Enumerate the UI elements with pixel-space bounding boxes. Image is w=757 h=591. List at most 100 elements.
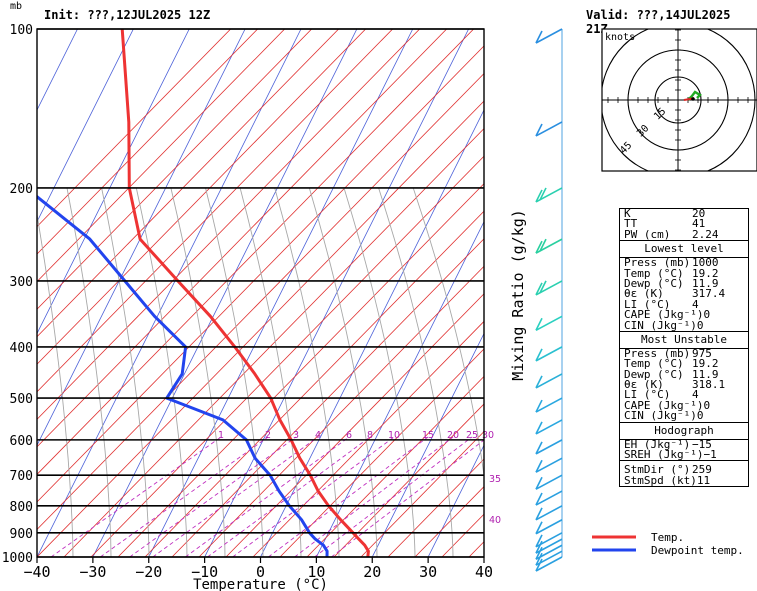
lowest-level-row-value: 11.9 [692, 276, 719, 290]
dry-adiabat-line [37, 29, 475, 475]
mixing-ratio-line [232, 436, 395, 557]
dry-adiabat-line [37, 29, 448, 448]
pressure-tick-label: 1000 [2, 551, 33, 566]
mixing-ratio-line [100, 436, 269, 557]
most-unstable-row: CAPE (Jkg⁻¹) 0 [620, 398, 748, 412]
lowest-level-row-key: Press (mb) [624, 256, 691, 270]
wind-barb [535, 419, 563, 435]
index-row-key: K [624, 207, 631, 220]
dry-adiabat-line [279, 348, 484, 557]
dry-adiabat-line [360, 430, 484, 557]
mixing-ratio-line [207, 436, 371, 557]
most-unstable-row-value: 4 [692, 388, 699, 402]
hodograph-row: SREH (Jkg⁻¹) −1 [620, 449, 748, 460]
indices-panel: K 20 TT 41 PW (cm) 2.24 Lowest level Press (mb)… [619, 207, 749, 488]
storm-motion-row-value: 11 [696, 473, 711, 487]
wind-barb [535, 474, 563, 490]
indices-section-title: Most Unstable [620, 330, 748, 349]
isotherm-line [427, 444, 484, 557]
hodograph-row: EH (Jkg⁻¹) −15 [620, 438, 748, 450]
mixing-ratio-line [314, 436, 473, 557]
moist-adiabat-line [37, 211, 74, 557]
isotherm-line [204, 29, 469, 557]
dry-adiabat-line [198, 265, 484, 557]
storm-motion-row-value: 259 [692, 463, 712, 477]
mixing-ratio-label: 6 [346, 430, 352, 441]
init-time-label: Init: ???,12JUL2025 12Z [44, 8, 211, 22]
x-tick-label: 0 [256, 563, 265, 581]
mixing-ratio-label: 4 [315, 430, 321, 441]
x-tick-label: −30 [79, 563, 106, 581]
lowest-level-row: LI (°C) 4 [620, 297, 748, 311]
dry-adiabat-line [306, 375, 484, 557]
dry-adiabat-line [252, 320, 484, 557]
index-row-value: 2.24 [692, 227, 719, 241]
lowest-level-row-value: 317.4 [692, 287, 726, 301]
dry-adiabat-line [37, 29, 367, 365]
pressure-tick-label: 600 [10, 434, 33, 449]
x-tick-label: −20 [135, 563, 162, 581]
mixing-ratio-label: 3 [293, 430, 299, 441]
mixing-ratio-label: 35 [489, 474, 501, 485]
isotherm-line [148, 29, 414, 557]
index-row-value: 20 [692, 207, 706, 220]
pressure-tick-label: 900 [10, 527, 33, 542]
x-tick-label: −10 [191, 563, 218, 581]
most-unstable-row: Press (mb) 975 [620, 346, 748, 360]
most-unstable-row-key: θε (K) [624, 378, 664, 392]
most-unstable-row-key: CAPE (Jkg⁻¹) [624, 398, 704, 412]
x-tick-label: 10 [307, 563, 325, 581]
profile-temperature [120, 29, 370, 557]
mixing-ratio-label: 40 [489, 515, 501, 526]
indices-section-title: Hodograph [620, 421, 748, 440]
x-tick-label: 20 [363, 563, 381, 581]
index-row: K 20 [620, 207, 748, 220]
most-unstable-row: Temp (°C) 19.2 [620, 357, 748, 371]
dry-adiabat-line [37, 29, 286, 283]
pressure-tick-label: 300 [10, 275, 33, 290]
isotherm-line [316, 220, 484, 557]
wind-barb [535, 315, 563, 331]
dry-adiabat-line [171, 238, 484, 557]
lowest-level-row: CIN (Jkg⁻¹) 0 [620, 319, 748, 331]
most-unstable-row-key: Temp (°C) [624, 357, 684, 371]
moist-adiabat-line [239, 187, 302, 557]
lowest-level-row-key: Temp (°C) [624, 266, 684, 280]
lowest-level-row: θε (K) 317.4 [620, 287, 748, 301]
wind-barb [535, 397, 563, 413]
mixing-ratio-line [129, 436, 297, 557]
wind-barb [535, 280, 563, 296]
dry-adiabat-line [37, 29, 340, 338]
storm-motion-row-key: StmSpd (kt) [624, 473, 697, 487]
mixing-ratio-label: 2 [265, 430, 271, 441]
storm-motion-row: StmSpd (kt) 11 [620, 473, 748, 487]
wind-barb [535, 439, 563, 455]
index-row-key: TT [624, 217, 638, 231]
lowest-level-row-key: θε (K) [624, 287, 664, 301]
dry-adiabat-line [117, 183, 484, 557]
mixing-ratio-line [152, 436, 319, 557]
wind-barb [535, 373, 563, 389]
mixing-ratio-label: 30 [482, 430, 494, 441]
dry-adiabat-line [37, 100, 484, 557]
legend-label: Dewpoint temp. [651, 544, 744, 557]
lowest-level-row-value: 4 [692, 297, 699, 311]
most-unstable-row-value: 0 [696, 409, 704, 423]
wind-barb [535, 187, 563, 203]
most-unstable-row-value: 19.2 [692, 357, 719, 371]
most-unstable-row-value: 975 [692, 346, 712, 360]
mixing-ratio-line [185, 436, 350, 557]
plot-area [37, 29, 484, 557]
dry-adiabat-line [333, 403, 484, 557]
dry-adiabat-line [37, 45, 484, 503]
most-unstable-row: Dewp (°C) 11.9 [620, 368, 748, 380]
mixing-ratio-axis-label: Mixing Ratio (g/kg) [509, 209, 527, 381]
mixing-ratio-label: 20 [447, 430, 459, 441]
most-unstable-row-value: 0 [703, 398, 711, 412]
mixing-ratio-line [268, 436, 429, 557]
lowest-level-row-key: CAPE (Jkg⁻¹) [624, 308, 704, 322]
wind-barb [535, 490, 563, 506]
legend-label: Temp. [651, 531, 684, 544]
mixing-ratio-label: 1 [218, 430, 224, 441]
